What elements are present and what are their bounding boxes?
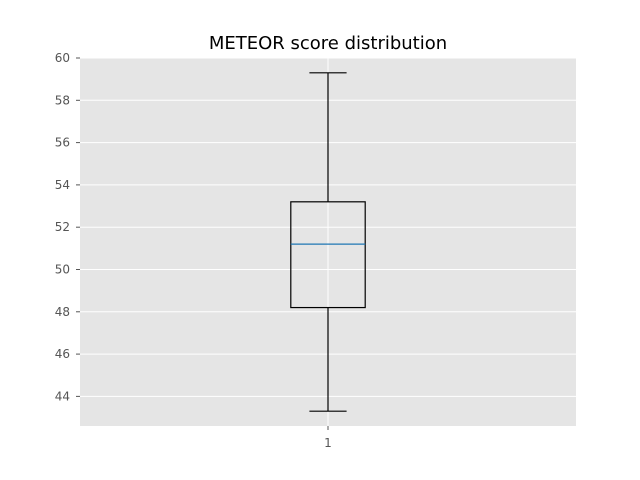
box-plot <box>290 72 366 412</box>
y-tick-label: 50 <box>55 262 70 276</box>
y-tick-label: 54 <box>55 178 70 192</box>
y-tick-label: 56 <box>55 136 70 150</box>
y-tick-label: 48 <box>55 305 70 319</box>
y-tick-label: 52 <box>55 220 70 234</box>
x-tick-label: 1 <box>324 436 332 450</box>
iqr-box <box>290 201 366 309</box>
y-axis: 44 46 48 50 52 54 56 58 60 <box>55 51 80 403</box>
y-tick-label: 44 <box>55 389 70 403</box>
y-tick-label: 58 <box>55 93 70 107</box>
y-tick-label: 60 <box>55 51 70 65</box>
x-axis: 1 <box>324 426 332 450</box>
chart-title: METEOR score distribution <box>209 33 447 54</box>
y-tick-label: 46 <box>55 347 70 361</box>
